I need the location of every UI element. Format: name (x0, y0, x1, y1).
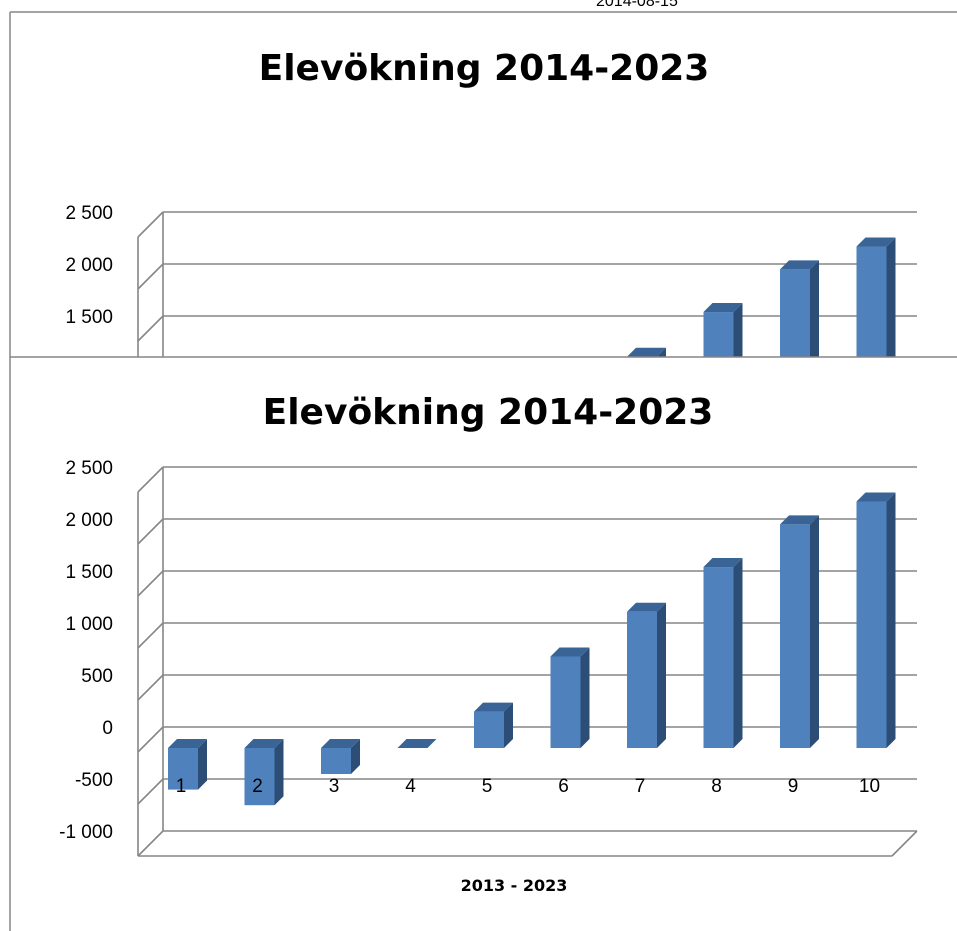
bar-1 (168, 739, 207, 790)
bar-5 (474, 702, 513, 748)
y-tick-label: 2 000 (65, 510, 113, 531)
y-tick-label: 2 500 (65, 203, 113, 224)
x-tick-label: 10 (859, 776, 880, 797)
gridline-depth (137, 830, 164, 857)
bar-top (321, 739, 360, 748)
bar-side (580, 647, 590, 748)
x-tick-label: 5 (482, 776, 493, 797)
bar-8 (703, 558, 743, 748)
y-tick-label: 1 500 (65, 307, 113, 328)
bar-side (886, 492, 896, 748)
bar-top (244, 739, 284, 748)
bar-top (703, 303, 743, 313)
bar-top (397, 739, 437, 748)
bar-front (627, 611, 657, 748)
bar-front (550, 656, 581, 748)
x-tick-label: 4 (405, 776, 416, 797)
bar-6 (550, 647, 590, 748)
chart-bottom-bars (168, 492, 896, 806)
gridline-depth (137, 315, 164, 342)
bar-side (733, 558, 743, 748)
chart-top-y-ticks: 1 500 2 000 2 500 (65, 203, 113, 328)
gridline-depth (137, 674, 164, 701)
chart-bottom-x-axis-label: 2013 - 2023 (461, 876, 568, 895)
bar-7 (627, 602, 666, 748)
bar-top (856, 237, 896, 247)
y-tick-label: 2 500 (65, 458, 113, 479)
bar-side (657, 602, 666, 748)
chart-bottom-gridlines (137, 466, 918, 857)
bar-side (274, 739, 284, 806)
gridline-depth (137, 466, 164, 493)
bar-front (856, 501, 887, 748)
bar-2 (244, 739, 284, 806)
chart-bottom-x-ticks: 1 2 3 4 5 6 7 8 9 10 (176, 776, 880, 797)
x-tick-label: 6 (558, 776, 569, 797)
x-tick-label: 3 (329, 776, 340, 797)
chart-bottom: Elevökning 2014-2023 -1 000 -500 0 500 1 000… (0, 356, 957, 931)
gridline-depth (137, 518, 164, 545)
bar-top (168, 739, 207, 748)
bar-3 (321, 739, 360, 774)
x-tick-label: 8 (711, 776, 722, 797)
bar-top (550, 647, 590, 657)
bar-top (856, 492, 896, 502)
x-tick-label: 7 (635, 776, 646, 797)
bar-top (780, 515, 819, 525)
gridline-depth (137, 263, 164, 290)
chart-top-title: Elevökning 2014-2023 (259, 48, 710, 89)
bar-side (504, 702, 513, 748)
y-tick-label: 1 500 (65, 562, 113, 583)
bar-top (627, 347, 666, 357)
y-tick-label: -500 (75, 770, 113, 791)
bar-side (198, 739, 207, 790)
bar-front (474, 711, 504, 748)
floor-right-edge (891, 830, 918, 857)
gridline-depth (137, 570, 164, 597)
y-tick-label: 1 000 (65, 614, 113, 635)
y-tick-label: 0 (102, 718, 113, 739)
bar-side (810, 515, 819, 748)
bar-4 (397, 739, 437, 749)
gridline-depth (137, 726, 164, 753)
bar-front (244, 748, 275, 806)
chart-bottom-title: Elevökning 2014-2023 (263, 392, 714, 433)
bar-9 (780, 515, 819, 748)
bar-top (474, 702, 513, 712)
bar-top (703, 558, 743, 568)
x-tick-label: 1 (176, 776, 187, 797)
gridline-depth (137, 778, 164, 805)
bar-side (351, 739, 360, 774)
chart-bottom-y-ticks: -1 000 -500 0 500 1 000 1 500 2 000 2 500 (59, 458, 113, 843)
bar-front (168, 748, 198, 790)
y-tick-label: -1 000 (59, 822, 113, 843)
bar-10 (856, 492, 896, 748)
bar-front (780, 524, 810, 748)
header-date: 2014-08-15 (596, 0, 678, 10)
x-tick-label: 2 (252, 776, 263, 797)
bar-front (321, 748, 351, 774)
bar-top (780, 260, 819, 270)
gridline-depth (137, 622, 164, 649)
y-tick-label: 2 000 (65, 255, 113, 276)
y-tick-label: 500 (81, 666, 113, 687)
x-tick-label: 9 (788, 776, 799, 797)
gridline-depth (137, 211, 164, 238)
bar-top (627, 602, 666, 612)
bar-front (703, 567, 734, 748)
